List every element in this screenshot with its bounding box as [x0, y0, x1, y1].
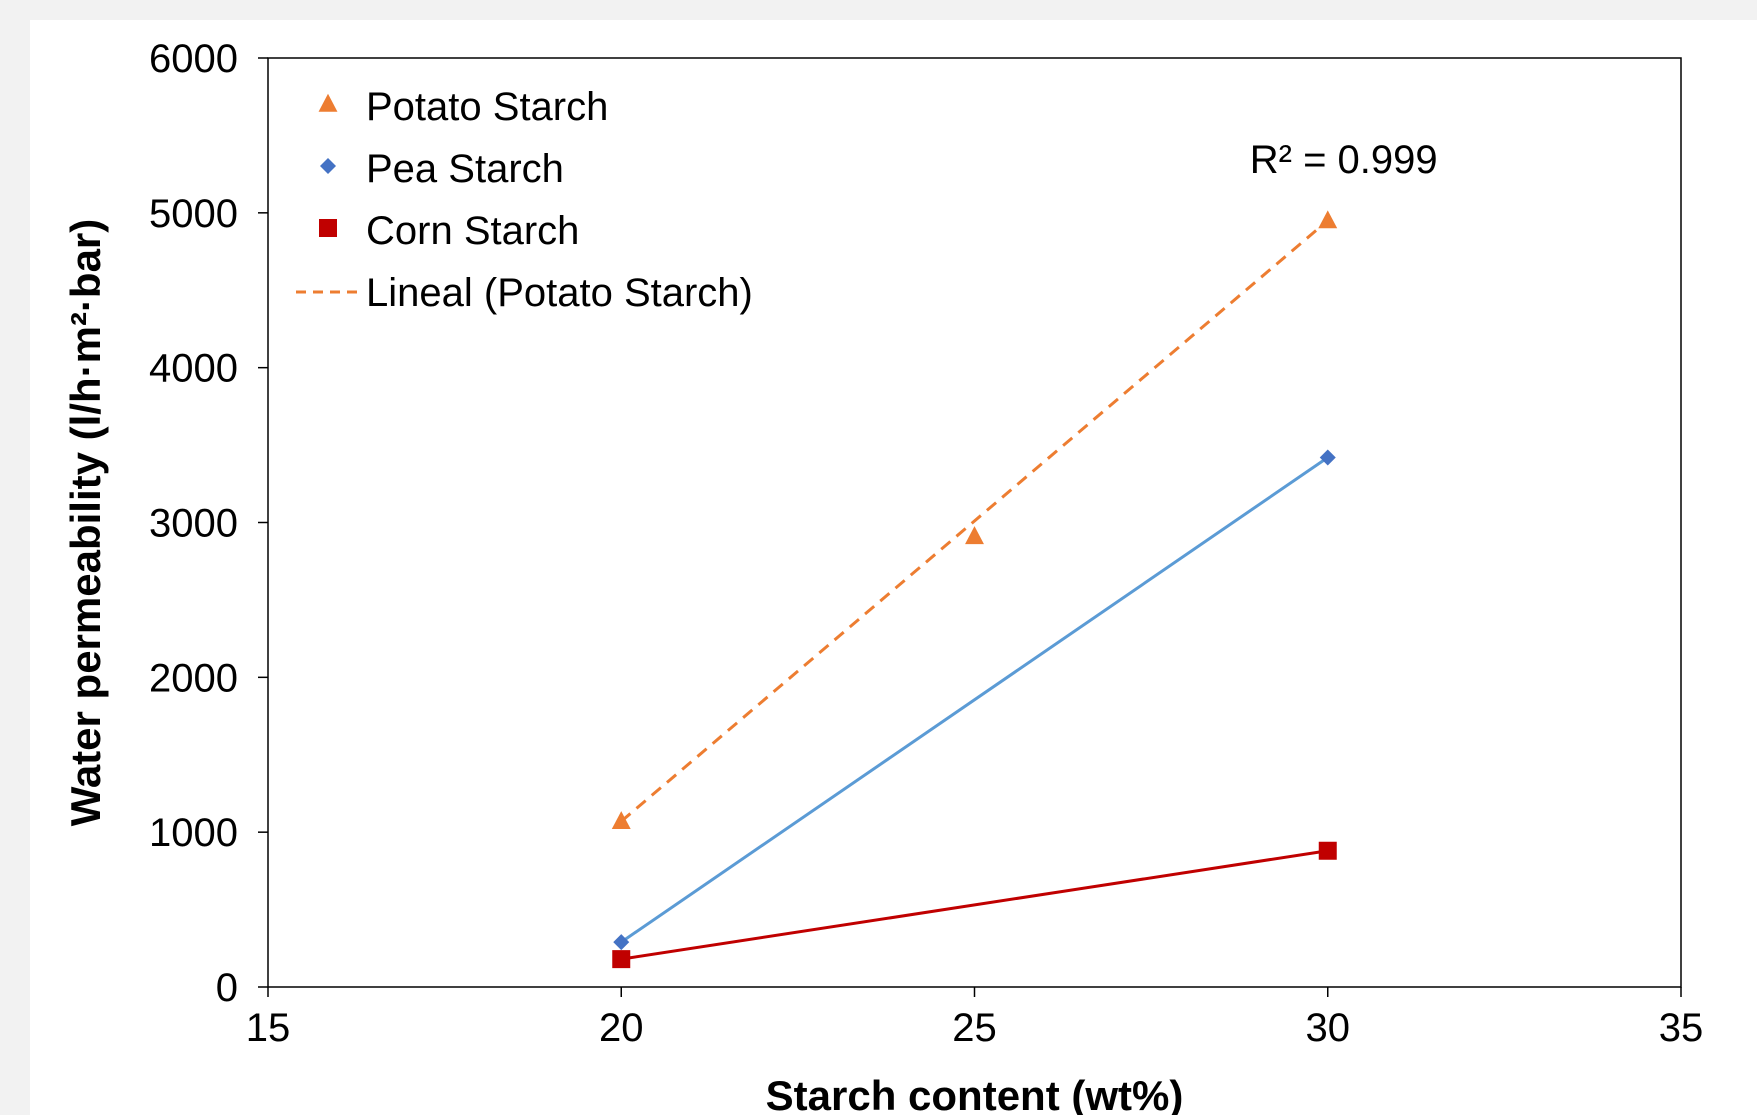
point-pea-starch	[613, 934, 630, 951]
y-tick-label: 0	[216, 966, 238, 1010]
y-tick-label: 6000	[149, 37, 238, 81]
legend-label: Pea Starch	[366, 147, 564, 191]
point-corn-starch	[612, 950, 631, 969]
legend-label: Potato Starch	[366, 85, 608, 129]
x-tick-label: 30	[1306, 1006, 1351, 1050]
series-line-pea-starch	[620, 456, 1329, 944]
x-axis-title: Starch content (wt%)	[766, 1072, 1184, 1115]
r-squared-annotation: R² = 0.999	[1250, 138, 1438, 182]
axes: 0 1000 2000 3000 4000 5000 6000 15 20 25 30 35	[149, 37, 1703, 1050]
legend-marker	[319, 219, 337, 237]
x-tick-label: 15	[246, 1006, 291, 1050]
y-tick-label: 5000	[149, 192, 238, 236]
legend-marker	[320, 158, 336, 174]
y-tick-label: 4000	[149, 347, 238, 391]
point-potato-starch	[1318, 210, 1338, 229]
x-tick-label: 20	[599, 1006, 644, 1050]
point-pea-starch	[1319, 449, 1336, 466]
chart-card	[30, 20, 1757, 1115]
x-tick-label: 25	[952, 1006, 997, 1050]
series-lines	[620, 219, 1329, 961]
point-potato-starch	[611, 811, 631, 830]
y-tick-label: 2000	[149, 656, 238, 700]
legend-label: Lineal (Potato Starch)	[366, 271, 753, 315]
legend-marker	[318, 93, 338, 112]
legend-label: Corn Starch	[366, 209, 579, 253]
y-axis-title: Water permeability (l/h·m²·bar)	[62, 219, 109, 827]
axis-titles: Starch content (wt%) Water permeability …	[62, 138, 1438, 1115]
point-potato-starch	[965, 526, 984, 545]
data-markers	[611, 210, 1338, 969]
point-corn-starch	[1318, 841, 1337, 860]
legend: Potato Starch Pea Starch Corn Starch Lineal…	[296, 85, 753, 315]
y-tick-label: 3000	[149, 502, 238, 546]
y-tick-label: 1000	[149, 811, 238, 855]
series-line-corn-starch	[621, 849, 1328, 961]
x-tick-label: 35	[1659, 1006, 1704, 1050]
trendline-potato-starch	[620, 219, 1329, 823]
